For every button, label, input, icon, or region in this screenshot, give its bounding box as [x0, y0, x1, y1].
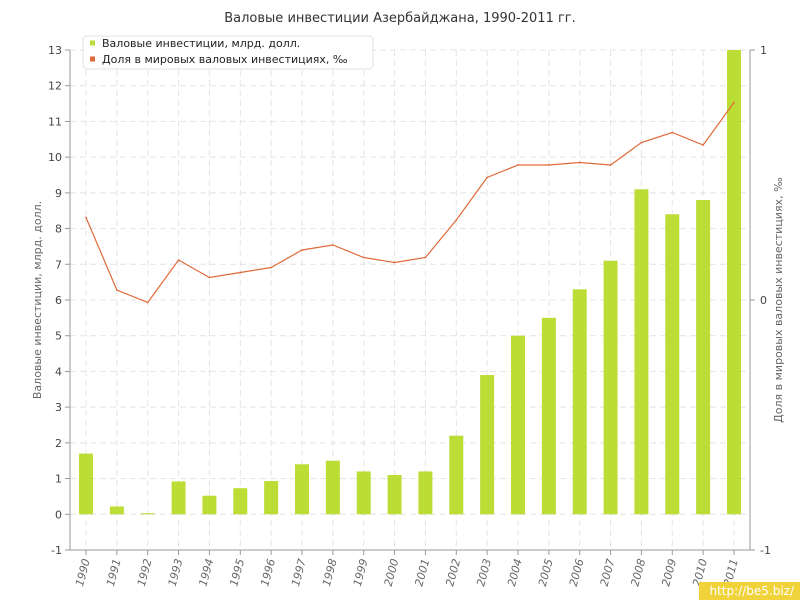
y-tick-label: 2 [55, 437, 62, 450]
bar [387, 475, 402, 515]
y-tick-label: 8 [55, 223, 62, 236]
x-tick-label: 1996 [258, 557, 278, 587]
bar [79, 453, 93, 515]
watermark[interactable]: http://be5.biz/ [699, 582, 800, 600]
y-tick-label: 1 [55, 473, 62, 486]
bar [541, 317, 556, 515]
line-point [208, 276, 211, 279]
bar [572, 289, 587, 515]
bar [727, 50, 741, 515]
y-tick-label: 11 [48, 115, 62, 128]
bars-layer [79, 50, 741, 515]
line-point [424, 256, 427, 259]
line-point [671, 131, 674, 134]
x-tick-label: 1998 [320, 557, 340, 587]
line-point [609, 164, 612, 166]
legend: Валовые инвестиции, млрд. долл. Доля в м… [82, 35, 374, 70]
line-point [393, 261, 396, 264]
x-tick-label: 1994 [197, 557, 217, 587]
bar [418, 471, 433, 515]
y-axis-title: Валовые инвестиции, млрд. долл. [31, 201, 44, 399]
y-tick-label: 9 [55, 187, 62, 200]
bar [665, 214, 680, 515]
y2-axis-title: Доля в мировых валовых инвестициях, ‰ [772, 177, 785, 423]
x-tick-label: 2004 [505, 557, 525, 587]
legend-label-investments: Валовые инвестиции, млрд. долл. [102, 37, 300, 50]
x-tick-label: 1999 [351, 557, 371, 587]
bar [202, 495, 217, 515]
y-tick-label: 4 [55, 365, 62, 378]
legend-swatch-share [90, 56, 95, 62]
line-point [517, 164, 519, 166]
y-tick-label: -1 [51, 544, 62, 557]
x-tick-label: 1992 [135, 557, 155, 587]
line-point [115, 289, 118, 291]
x-tick-label: 1991 [104, 557, 124, 587]
line-point [177, 259, 180, 261]
bar [171, 481, 186, 515]
line-point [486, 176, 489, 179]
chart-title: Валовые инвестиции Азербайджана, 1990-20… [224, 11, 576, 26]
line-point [733, 101, 735, 104]
x-tick-label: 2002 [443, 557, 463, 587]
x-tick-label: 1993 [166, 557, 186, 587]
x-tick-label: 2008 [629, 557, 649, 587]
line-point [702, 144, 705, 146]
x-tick-label: 2003 [474, 557, 494, 587]
line-point [455, 219, 458, 221]
line-point [239, 271, 242, 274]
y-tick-label: 7 [55, 258, 62, 271]
bar [696, 200, 711, 515]
x-tick-label: 1990 [73, 557, 93, 587]
x-tick-label: 2000 [382, 557, 402, 587]
y-tick-label: 3 [55, 401, 62, 414]
bar [480, 375, 495, 515]
bar [140, 513, 155, 515]
bar [109, 506, 124, 515]
bar [511, 335, 525, 515]
y2-tick-label: -1 [760, 544, 771, 557]
x-tick-label: 2005 [536, 557, 556, 587]
line-point [547, 164, 550, 166]
bar [325, 460, 340, 515]
bar [233, 488, 248, 515]
y-tick-label: 5 [55, 330, 62, 343]
y-tick-label: 10 [48, 151, 62, 164]
bar [449, 435, 464, 515]
bar [634, 189, 649, 515]
bar [356, 471, 371, 515]
x-tick-label: 2009 [659, 557, 679, 587]
line-point [146, 301, 149, 304]
x-tick-label: 2006 [567, 557, 587, 587]
legend-label-share: Доля в мировых валовых инвестициях, ‰ [102, 53, 348, 66]
line-point [640, 141, 643, 144]
y-tick-label: 12 [48, 80, 62, 93]
x-tick-label: 1997 [289, 557, 309, 587]
legend-box [82, 35, 374, 70]
y-tick-label: 6 [55, 294, 62, 307]
line-point [578, 161, 581, 164]
bar [603, 260, 618, 515]
series-line-share [85, 102, 735, 304]
x-tick-label: 2001 [413, 557, 433, 587]
y-tick-label: 13 [48, 44, 62, 57]
bar [264, 481, 279, 515]
y2-tick-label: 1 [760, 44, 767, 57]
line-layer [85, 101, 735, 304]
legend-swatch-investments [90, 40, 95, 46]
x-tick-label: 2007 [598, 557, 618, 587]
y-tick-label: 0 [55, 508, 62, 521]
x-tick-label: 1995 [227, 557, 247, 587]
line-point [270, 266, 273, 269]
line-point [331, 244, 334, 246]
bar [295, 464, 309, 515]
line-point [362, 256, 365, 259]
line-point [301, 249, 303, 251]
line-point [85, 216, 87, 219]
y2-tick-label: 0 [760, 294, 767, 307]
